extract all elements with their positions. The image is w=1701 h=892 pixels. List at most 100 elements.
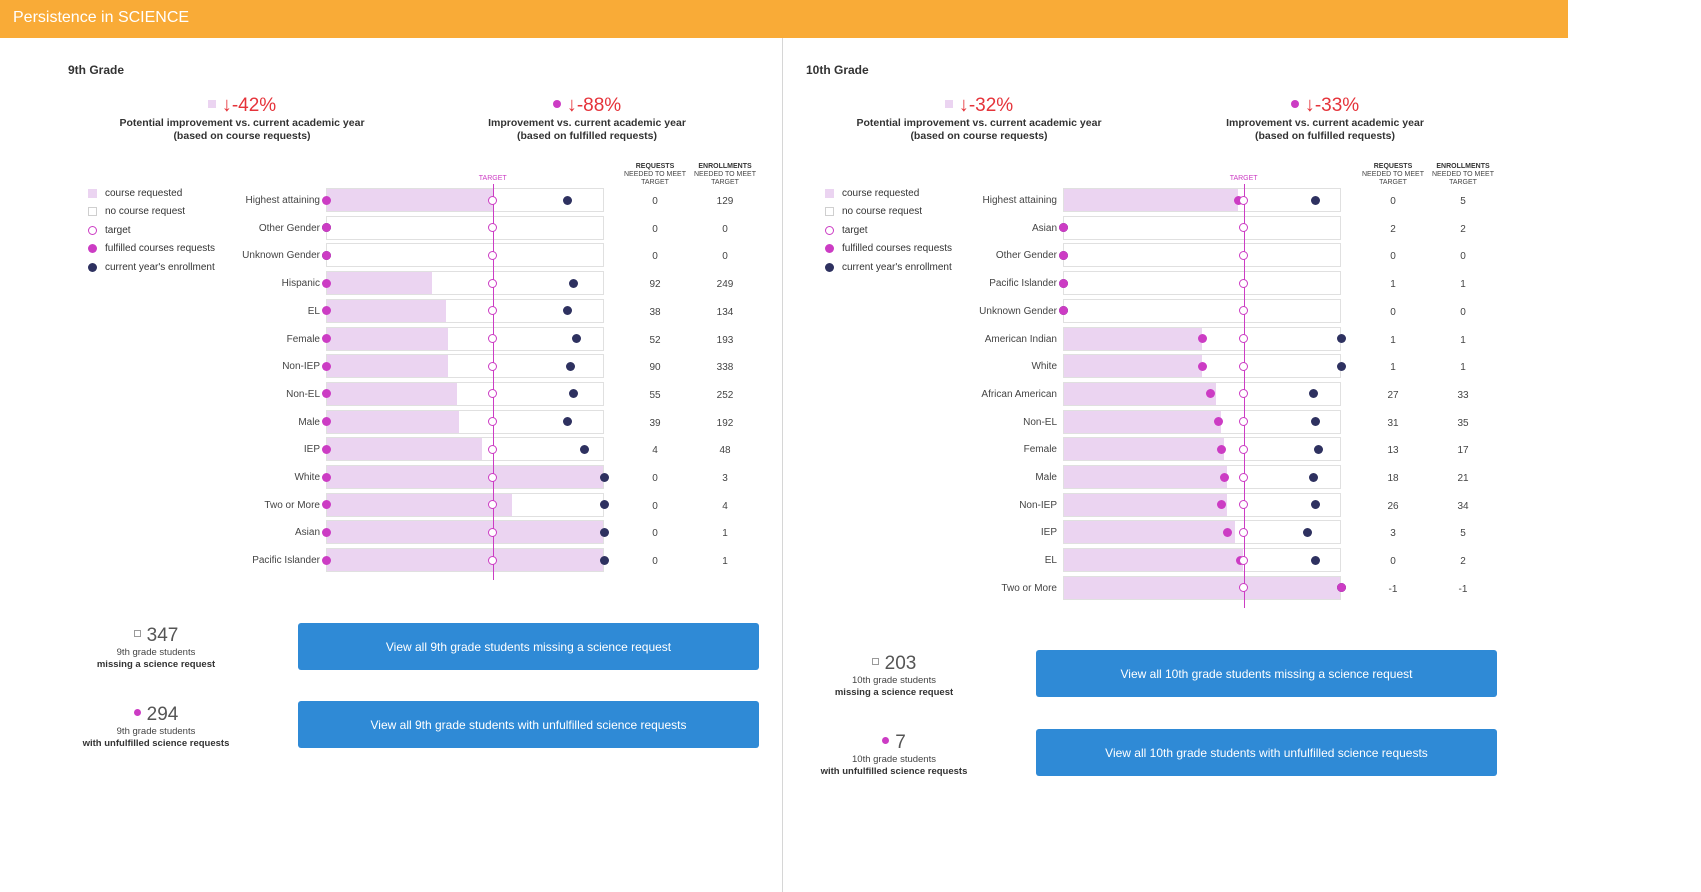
unfulfilled-request-stat: 294 9th grade students with unfulfilled … xyxy=(76,704,236,750)
down-arrow-icon: ↓ xyxy=(1304,94,1315,116)
view-unfulfilled-requests-button[interactable]: View all 9th grade students with unfulfi… xyxy=(298,701,759,748)
enrollments-needed-value: 0 xyxy=(1460,251,1466,263)
grade-10-panel: 10th Grade ↓-32% Potential improvement v… xyxy=(783,38,1565,892)
fulfilled-dot-icon xyxy=(88,244,97,254)
row-label: Other Gender xyxy=(995,250,1057,262)
missing-request-stat: 203 10th grade students missing a scienc… xyxy=(814,653,974,699)
row-label: Highest attaining xyxy=(245,195,321,206)
bar-track xyxy=(326,326,604,351)
row-label: Female xyxy=(1023,444,1057,456)
target-circle xyxy=(488,527,498,537)
down-arrow-icon: ↓ xyxy=(566,94,577,116)
target-circle xyxy=(488,444,498,454)
target-circle xyxy=(488,250,498,260)
enrollment-dot xyxy=(599,472,609,482)
enrollments-needed-value: 1 xyxy=(722,528,728,540)
enrollments-needed-header: ENROLLMENTS NEEDED TO MEET TARGET xyxy=(694,163,756,186)
row-label: Non-IEP xyxy=(282,361,320,373)
missing-request-stat: 347 9th grade students missing a science… xyxy=(76,625,236,671)
requests-needed-header: REQUESTS NEEDED TO MEET TARGET xyxy=(624,163,686,186)
enrollments-needed-value: 0 xyxy=(1460,306,1466,318)
enrollment-dot xyxy=(1336,334,1346,343)
target-label: TARGET xyxy=(1229,175,1258,182)
requested-bar xyxy=(327,355,449,378)
row-label: Unknown Gender xyxy=(242,250,320,262)
enrollment-dot xyxy=(1311,555,1321,565)
missing-count: 203 xyxy=(884,653,917,674)
bar-track xyxy=(326,465,604,489)
requested-bar xyxy=(327,438,482,461)
enrollment-dot xyxy=(1311,500,1321,510)
requests-needed-value: 26 xyxy=(1387,500,1399,512)
row-label: Other Gender xyxy=(258,222,320,234)
target-circle xyxy=(1239,527,1249,537)
row-label: Hispanic xyxy=(281,278,320,290)
row-label: EL xyxy=(1044,555,1057,567)
bar-track xyxy=(326,548,604,573)
row-label: Non-EL xyxy=(1023,416,1057,428)
down-arrow-icon: ↓ xyxy=(958,94,969,116)
enrollment-dot xyxy=(568,389,578,399)
fulfilled-dot xyxy=(1214,417,1224,427)
enrollment-dot xyxy=(568,278,578,288)
fulfilled-dot xyxy=(1058,250,1068,260)
persistence-chart-10th: REQUESTS NEEDED TO MEET TARGET ENROLLMENTS… xyxy=(783,38,1565,618)
chart-legend: course requested no course request targe… xyxy=(825,188,952,280)
bar-track xyxy=(1063,215,1341,240)
missing-line2: missing a science request xyxy=(96,659,216,670)
requests-needed-value: 0 xyxy=(652,500,658,512)
requests-needed-value: 1 xyxy=(1390,279,1396,291)
unfulfilled-line2: with unfulfilled science requests xyxy=(82,738,230,749)
view-unfulfilled-requests-button[interactable]: View all 10th grade students with unfulf… xyxy=(1036,729,1497,776)
enrollments-needed-value: 134 xyxy=(716,306,734,318)
enrollment-dot-icon xyxy=(825,262,834,272)
kpi-label: Improvement vs. current academic year xyxy=(488,117,686,129)
bar-track xyxy=(326,188,604,212)
enrollments-needed-value: 17 xyxy=(1457,445,1469,457)
requested-bar xyxy=(327,272,432,295)
enrollments-needed-value: 193 xyxy=(716,334,734,346)
row-label: Male xyxy=(1035,472,1057,483)
target-circle xyxy=(488,500,498,510)
requests-needed-value: 18 xyxy=(1387,473,1399,484)
down-arrow-icon: ↓ xyxy=(221,94,232,116)
legend-no-course-request: no course request xyxy=(88,206,215,224)
requested-bar xyxy=(1064,493,1227,516)
target-circle xyxy=(488,223,498,233)
enrollments-needed-value: 1 xyxy=(722,556,728,568)
requests-needed-value: 0 xyxy=(652,196,658,207)
enrollment-dot xyxy=(1314,444,1324,454)
target-circle xyxy=(488,278,498,288)
requested-bar xyxy=(1064,355,1202,378)
enrollments-needed-value: 2 xyxy=(1460,223,1466,235)
fulfilled-dot xyxy=(1197,361,1207,371)
requested-bar xyxy=(327,549,603,572)
unfulfilled-count: 294 xyxy=(146,704,179,725)
target-circle-icon xyxy=(825,225,834,235)
view-missing-requests-button[interactable]: View all 9th grade students missing a sc… xyxy=(298,623,759,670)
fulfilled-dot-icon xyxy=(552,100,561,108)
view-missing-requests-button[interactable]: View all 10th grade students missing a s… xyxy=(1036,650,1497,697)
fulfilled-dot xyxy=(321,334,331,343)
requests-needed-value: 0 xyxy=(1390,556,1396,568)
bar-track xyxy=(1063,520,1341,545)
bar-track xyxy=(1063,437,1341,462)
enrollments-needed-value: 129 xyxy=(716,196,734,207)
row-label: Non-IEP xyxy=(1019,499,1057,511)
row-label: Highest attaining xyxy=(982,195,1058,206)
requested-bar xyxy=(1064,549,1244,572)
legend-target: target xyxy=(88,225,215,243)
fulfilled-dot xyxy=(1336,583,1346,593)
fulfilled-dot xyxy=(1058,278,1068,288)
requests-needed-value: 38 xyxy=(649,306,661,318)
legend-current-enrollment: current year's enrollment xyxy=(825,262,952,280)
target-circle xyxy=(1239,278,1249,288)
fulfilled-dot xyxy=(1205,389,1215,399)
unfulfilled-request-stat: 7 10th grade students with unfulfilled s… xyxy=(814,732,974,778)
requests-needed-value: 52 xyxy=(649,334,661,346)
row-label: Pacific Islander xyxy=(252,555,320,567)
bar-track xyxy=(326,437,604,462)
target-circle xyxy=(488,334,498,343)
course-requested-swatch xyxy=(88,189,97,198)
fulfilled-dot xyxy=(321,361,331,371)
